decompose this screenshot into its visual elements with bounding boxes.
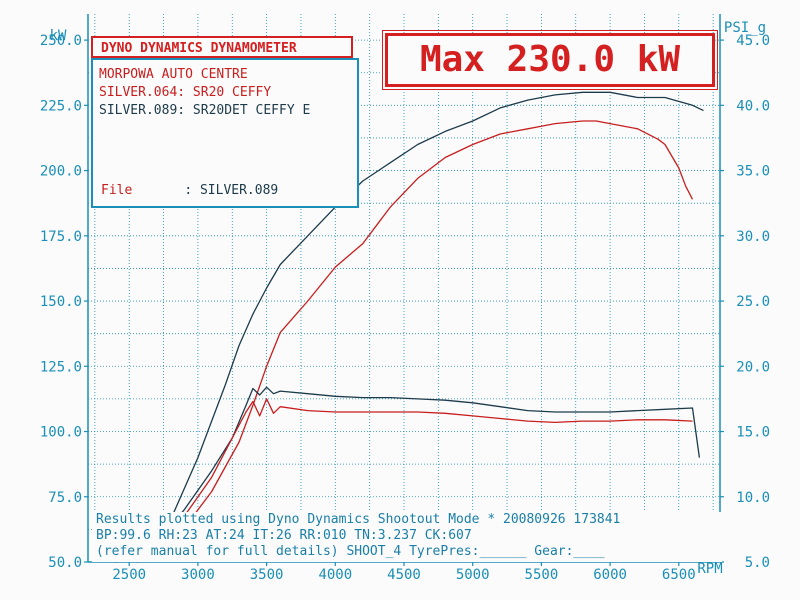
left-tick-label: 50.0 [48, 555, 82, 571]
legend-file-key: File [101, 183, 133, 198]
series-line-1 [135, 120, 694, 563]
left-tick-label: 150.0 [40, 294, 82, 310]
right-tick-label: 25.0 [736, 294, 770, 310]
right-tick-label: 40.0 [736, 98, 770, 114]
footer-line-3: (refer manual for full details) SHOOT_4 … [96, 544, 605, 559]
left-tick-label: 175.0 [40, 229, 82, 245]
x-tick-label: 5500 [525, 567, 559, 583]
footer-line-2: BP:99.6 RH:23 AT:24 IT:26 RR:010 TN:3.23… [96, 528, 472, 543]
x-tick-label: 4500 [387, 567, 421, 583]
legend-file: File : SILVER.089 [101, 182, 278, 200]
dyno-title-box: DYNO DYNAMICS DYNAMOMETER [91, 36, 353, 58]
x-tick-label: 3000 [181, 567, 215, 583]
legend-file-value: : SILVER.089 [184, 183, 279, 198]
right-tick-label: 10.0 [736, 490, 770, 506]
x-tick-label: 2500 [112, 567, 146, 583]
right-tick-label: 30.0 [736, 229, 770, 245]
left-tick-label: 250.0 [40, 33, 82, 49]
left-axis-label: kW [50, 28, 67, 44]
x-axis-label: RPM [697, 561, 722, 577]
x-tick-label: 6500 [662, 567, 696, 583]
legend-run-dark: SILVER.089: SR20DET CEFFY E [99, 103, 311, 118]
left-tick-label: 200.0 [40, 164, 82, 180]
right-axis-label: PSI_g [724, 20, 766, 36]
right-tick-label: 45.0 [736, 33, 770, 49]
footer-info: Results plotted using Dyno Dynamics Shoo… [92, 512, 722, 562]
x-tick-label: 3500 [250, 567, 284, 583]
legend-company: MORPOWA AUTO CENTRE [99, 67, 248, 82]
right-tick-label: 5.0 [745, 555, 770, 571]
x-tick-label: 6000 [593, 567, 627, 583]
footer-line-1: Results plotted using Dyno Dynamics Shoo… [96, 512, 621, 527]
series-line-0 [115, 91, 704, 563]
left-tick-label: 125.0 [40, 359, 82, 375]
max-power-box: Max 230.0 kW [382, 30, 718, 90]
right-tick-label: 35.0 [736, 164, 770, 180]
legend-box: MORPOWA AUTO CENTRE SILVER.064: SR20 CEF… [91, 58, 359, 208]
left-tick-label: 225.0 [40, 98, 82, 114]
series [115, 91, 704, 563]
legend-run-red: SILVER.064: SR20 CEFFY [99, 85, 272, 100]
left-tick-label: 75.0 [48, 490, 82, 506]
series-line-3 [135, 398, 693, 563]
x-tick-label: 4000 [318, 567, 352, 583]
series-line-2 [135, 386, 701, 563]
tick-labels: 50.0 75.0 100.0 125.0 150.0 175.0 200.0 225.0 25… [40, 33, 770, 583]
right-tick-label: 15.0 [736, 425, 770, 441]
left-tick-label: 100.0 [40, 425, 82, 441]
x-tick-label: 5000 [456, 567, 490, 583]
right-tick-label: 20.0 [736, 359, 770, 375]
